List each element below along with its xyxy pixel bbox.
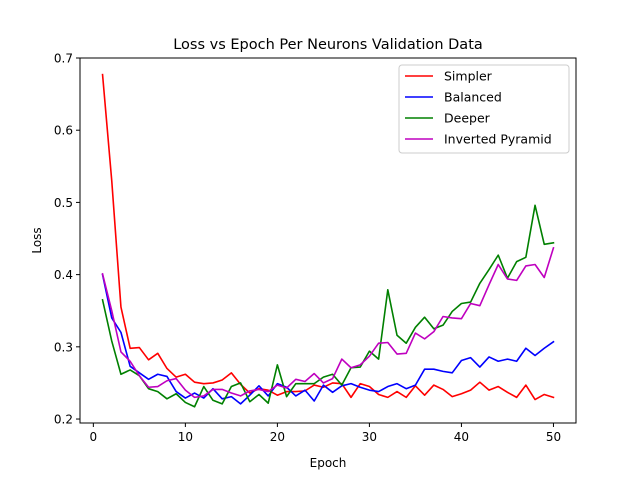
plot-frame: [79, 57, 577, 424]
x-tick-label: 20: [270, 430, 285, 444]
legend-entries: Simpler Balanced Deeper Inverted Pyramid: [405, 69, 552, 147]
x-tick-label: 50: [546, 430, 561, 444]
legend-label-simpler: Simpler: [444, 69, 493, 84]
y-tick-label: 0.6: [54, 124, 73, 138]
y-tick-label: 0.4: [54, 268, 73, 282]
y-tick-label: 0.5: [54, 196, 73, 210]
x-axis: 0 10 20 30 40 50: [90, 423, 561, 444]
y-axis-title: Loss: [30, 227, 44, 253]
series-layer: [101, 73, 555, 408]
x-tick-label: 30: [362, 430, 377, 444]
chart-title: Loss vs Epoch Per Neurons Validation Dat…: [173, 37, 483, 53]
plot-area: [79, 57, 577, 424]
legend-label-deeper: Deeper: [444, 111, 491, 126]
series-line-inverted-pyramid: [101, 246, 555, 399]
y-tick-label: 0.2: [54, 413, 73, 427]
series-line-deeper: [101, 204, 555, 408]
x-tick-label: 10: [178, 430, 193, 444]
x-tick-label: 40: [454, 430, 469, 444]
legend: Simpler Balanced Deeper Inverted Pyramid: [398, 64, 570, 154]
y-axis: 0.2 0.3 0.4 0.5 0.6 0.7: [54, 52, 80, 427]
legend-label-inverted-pyramid: Inverted Pyramid: [444, 132, 552, 147]
legend-label-balanced: Balanced: [444, 90, 502, 105]
x-axis-title: Epoch: [310, 456, 347, 470]
y-tick-label: 0.3: [54, 340, 73, 354]
series-line-simpler: [101, 73, 555, 401]
legend-frame: [398, 64, 570, 154]
x-tick-label: 0: [90, 430, 98, 444]
series-line-balanced: [101, 273, 555, 405]
y-tick-label: 0.7: [54, 52, 73, 66]
